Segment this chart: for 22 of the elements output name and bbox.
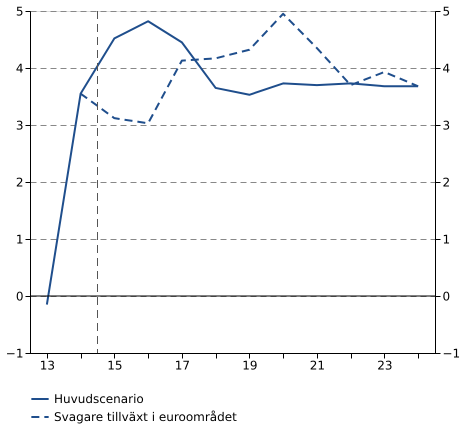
x-tick-label: 15 [107,358,123,372]
y-tick-label: 0 [16,290,24,304]
y2-tick-label: 3 [442,118,450,132]
y2-tick-label: 4 [442,62,450,76]
x-tick-label: 17 [174,358,190,372]
y2-tick-label: 0 [442,290,450,304]
y2-tick-label: 1 [442,232,450,246]
legend-label: Svagare tillväxt i euroområdet [54,410,238,424]
y-tick-label: 1 [16,232,24,246]
x-tick-label: 21 [310,358,326,372]
y-tick-label: 4 [16,62,24,76]
y-tick-label: 3 [16,118,24,132]
y2-tick-label: 2 [442,176,450,190]
y-tick-label: 2 [16,176,24,190]
y-tick-label: 5 [16,4,24,18]
y2-tick-label: 5 [442,4,450,18]
x-tick-label: 19 [242,358,258,372]
y2-tick-label: −1 [442,346,460,360]
x-tick-label: 23 [377,358,393,372]
legend-label: Huvudscenario [54,392,144,406]
x-tick-label: 13 [40,358,56,372]
y-tick-label: −1 [6,346,24,360]
